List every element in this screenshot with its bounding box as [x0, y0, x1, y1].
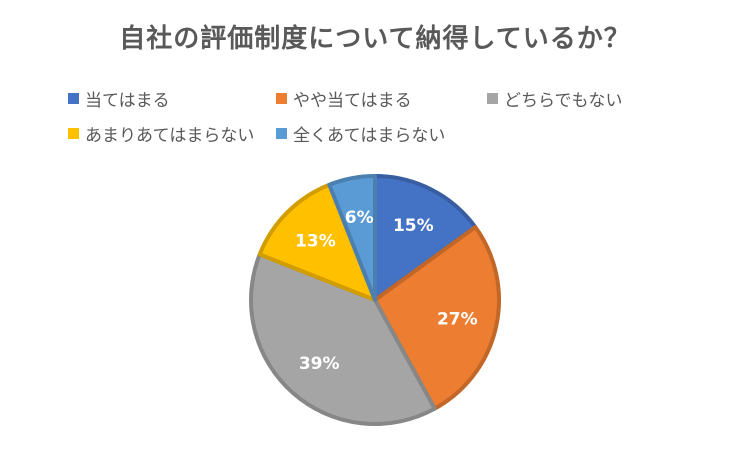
legend-label: あまりあてはまらない — [85, 126, 255, 146]
pie-slice-2 — [249, 252, 437, 426]
chart-title: 自社の評価制度について納得しているか？ — [119, 24, 631, 54]
legend-label: どちらでもない — [504, 91, 623, 111]
legend-swatch — [487, 93, 498, 104]
data-label-0: 15% — [393, 216, 434, 236]
legend-swatch — [276, 93, 287, 104]
legend-item-mattaku-atehamaranai: 全くあてはまらない — [276, 121, 445, 146]
pie-slice-0 — [373, 174, 478, 302]
data-label-4: 6% — [345, 208, 374, 228]
legend-label: やや当てはまる — [293, 91, 412, 111]
legend-item-amari-atehamaranai: あまりあてはまらない — [68, 121, 254, 146]
pie-slice-3 — [257, 182, 377, 302]
data-label-3: 13% — [295, 231, 336, 251]
legend-swatch — [68, 128, 79, 139]
legend-label: 当てはまる — [85, 91, 170, 111]
legend-item-dochiradenai: どちらでもない — [487, 86, 623, 111]
legend-item-atehamaru: 当てはまる — [68, 86, 170, 111]
legend-label: 全くあてはまらない — [293, 126, 446, 146]
data-label-1: 27% — [437, 309, 478, 329]
data-label-2: 39% — [299, 354, 340, 374]
legend-item-yaya-atehamaru: やや当てはまる — [276, 86, 412, 111]
pie-slice-4 — [327, 174, 377, 302]
legend-swatch — [68, 93, 79, 104]
legend-swatch — [276, 128, 287, 139]
pie-slice-1 — [373, 225, 501, 411]
